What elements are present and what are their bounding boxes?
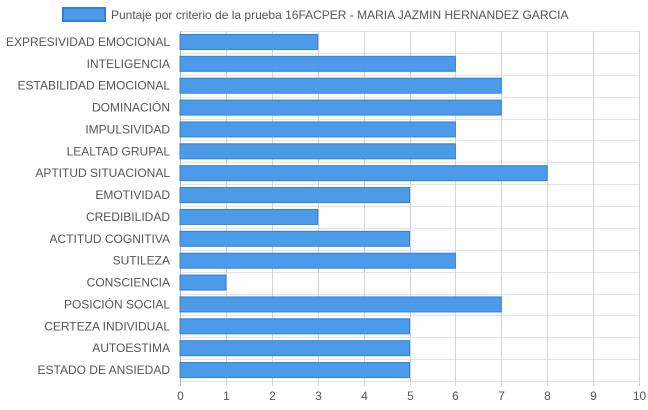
category-label: EMOTIVIDAD	[95, 188, 170, 202]
category-label: ESTADO DE ANSIEDAD	[38, 363, 171, 377]
grid-lines	[180, 31, 640, 386]
bar[interactable]	[179, 318, 410, 335]
category-label: EXPRESIVIDAD EMOCIONAL	[6, 35, 170, 49]
category-label: POSICIÓN SOCIAL	[64, 296, 170, 311]
category-label: APTITUD SITUACIONAL	[35, 166, 170, 180]
category-label: INTELIGENCIA	[87, 57, 170, 71]
bar[interactable]	[179, 252, 456, 269]
legend-label: Puntaje por criterio de la prueba 16FACP…	[111, 8, 568, 22]
bar[interactable]	[179, 143, 456, 160]
bar[interactable]	[179, 274, 227, 291]
bar[interactable]	[179, 230, 410, 247]
bar[interactable]	[179, 362, 410, 379]
category-label: CREDIBILIDAD	[86, 210, 170, 224]
x-tick-label: 2	[269, 389, 276, 403]
category-label: ACTITUD COGNITIVA	[50, 232, 170, 246]
x-tick-label: 0	[177, 389, 184, 403]
bar[interactable]	[179, 99, 502, 116]
x-tick-label: 1	[223, 389, 230, 403]
category-label: ESTABILIDAD EMOCIONAL	[18, 79, 171, 93]
category-label: DOMINACIÓN	[92, 100, 170, 115]
x-tick-label: 3	[315, 389, 322, 403]
bar[interactable]	[179, 33, 319, 50]
bars	[179, 33, 548, 379]
bar[interactable]	[179, 208, 319, 225]
x-tick-label: 8	[544, 389, 551, 403]
x-tick-label: 9	[590, 389, 597, 403]
category-label: LEALTAD GRUPAL	[67, 144, 171, 158]
bar[interactable]	[179, 340, 410, 357]
x-axis-tick-labels: 0 1 2 3 4 5 6 7 8 9 10	[177, 389, 646, 403]
bar[interactable]	[179, 121, 456, 138]
legend-swatch[interactable]	[62, 7, 106, 22]
x-tick-label: 7	[498, 389, 505, 403]
bar[interactable]	[179, 77, 502, 94]
category-labels: EXPRESIVIDAD EMOCIONAL INTELIGENCIA ESTABI…	[6, 35, 170, 377]
x-tick-label: 10	[633, 389, 647, 403]
bar[interactable]	[179, 165, 548, 182]
category-label: IMPULSIVIDAD	[85, 122, 170, 136]
x-tick-label: 6	[452, 389, 459, 403]
bar[interactable]	[179, 296, 502, 313]
x-tick-label: 4	[361, 389, 368, 403]
bar[interactable]	[179, 55, 456, 72]
bar[interactable]	[179, 187, 410, 204]
category-label: CONSCIENCIA	[87, 276, 170, 290]
category-label: CERTEZA INDIVIDUAL	[44, 319, 170, 333]
category-label: SUTILEZA	[113, 254, 170, 268]
x-tick-label: 5	[407, 389, 414, 403]
legend[interactable]: Puntaje por criterio de la prueba 16FACP…	[62, 7, 568, 22]
category-label: AUTOESTIMA	[92, 341, 170, 355]
